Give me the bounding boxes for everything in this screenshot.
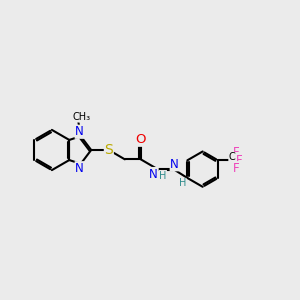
Text: N: N xyxy=(75,162,84,175)
Text: O: O xyxy=(136,133,146,146)
Text: H: H xyxy=(159,170,166,181)
Text: F: F xyxy=(236,154,243,167)
Text: N: N xyxy=(170,158,179,171)
Text: H: H xyxy=(179,178,186,188)
Text: N: N xyxy=(75,125,84,138)
Text: F: F xyxy=(233,162,240,175)
Text: F: F xyxy=(233,146,240,159)
Text: CH₃: CH₃ xyxy=(72,112,90,122)
Text: C: C xyxy=(229,152,236,162)
Text: N: N xyxy=(149,167,158,181)
Text: S: S xyxy=(104,143,113,157)
